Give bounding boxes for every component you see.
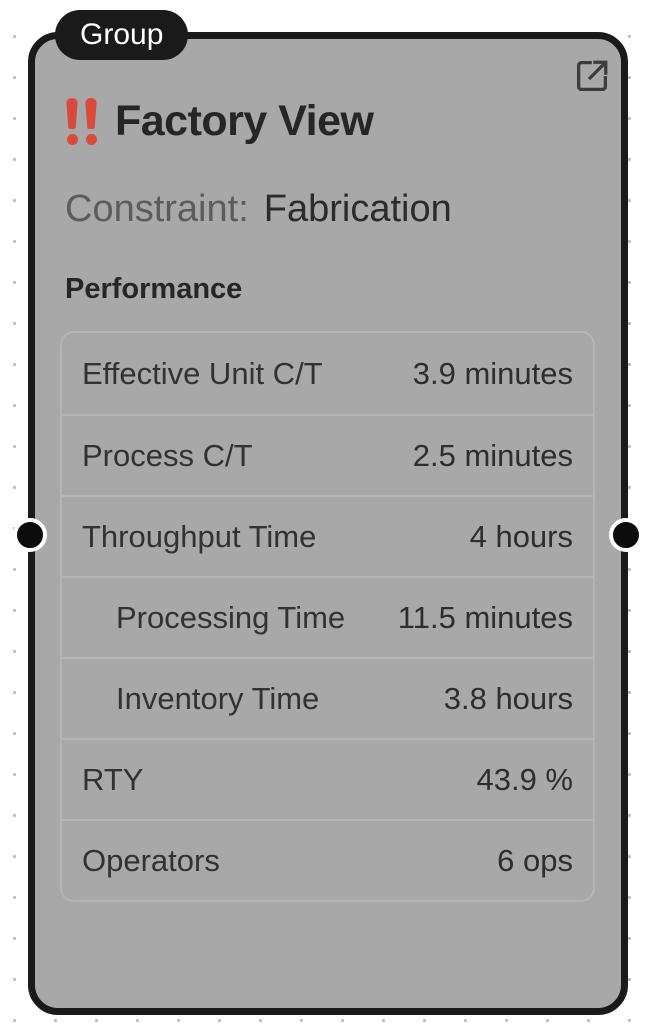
node-title: Factory View xyxy=(115,97,374,145)
metric-row: Effective Unit C/T 3.9 minutes xyxy=(62,333,593,414)
performance-heading: Performance xyxy=(65,273,243,305)
metric-label: Operators xyxy=(82,842,220,878)
metric-label: Effective Unit C/T xyxy=(82,355,323,391)
metric-value: 3.9 minutes xyxy=(412,355,573,391)
metric-label: Process C/T xyxy=(82,437,253,473)
connection-handle-left[interactable] xyxy=(13,518,47,552)
metric-value: 11.5 minutes xyxy=(397,599,573,635)
factory-view-group-node[interactable]: Group Factory View Constraint: Fabricati… xyxy=(13,10,643,1015)
open-detail-button[interactable] xyxy=(569,53,615,99)
metric-label: RTY xyxy=(82,761,144,797)
metric-value: 4 hours xyxy=(469,518,573,554)
node-title-row: Factory View xyxy=(65,97,591,146)
group-type-badge[interactable]: Group xyxy=(55,10,189,60)
double-exclamation-icon xyxy=(65,98,98,145)
metric-row: Inventory Time 3.8 hours xyxy=(62,657,593,738)
constraint-value: Fabrication xyxy=(263,188,452,230)
metric-row: Operators 6 ops xyxy=(62,819,593,900)
metric-value: 3.8 hours xyxy=(443,680,573,716)
metric-label: Throughput Time xyxy=(82,518,317,554)
exclamation-mark-icon xyxy=(84,98,98,145)
external-link-icon xyxy=(576,60,608,92)
metric-value: 6 ops xyxy=(497,842,573,878)
metric-label: Inventory Time xyxy=(116,680,320,716)
constraint-row: Constraint: Fabrication xyxy=(65,188,591,231)
metric-row: Process C/T 2.5 minutes xyxy=(62,414,593,495)
metric-row: Throughput Time 4 hours xyxy=(62,495,593,576)
metrics-table: Effective Unit C/T 3.9 minutes Process C… xyxy=(60,331,595,902)
metric-label: Processing Time xyxy=(116,599,346,635)
metric-value: 2.5 minutes xyxy=(412,437,573,473)
group-type-badge-label: Group xyxy=(80,18,164,51)
metric-row: RTY 43.9 % xyxy=(62,738,593,819)
exclamation-mark-icon xyxy=(65,98,79,145)
constraint-label: Constraint: xyxy=(65,188,249,230)
metric-row: Processing Time 11.5 minutes xyxy=(62,576,593,657)
connection-handle-right[interactable] xyxy=(609,518,643,552)
metric-value: 43.9 % xyxy=(476,761,573,797)
